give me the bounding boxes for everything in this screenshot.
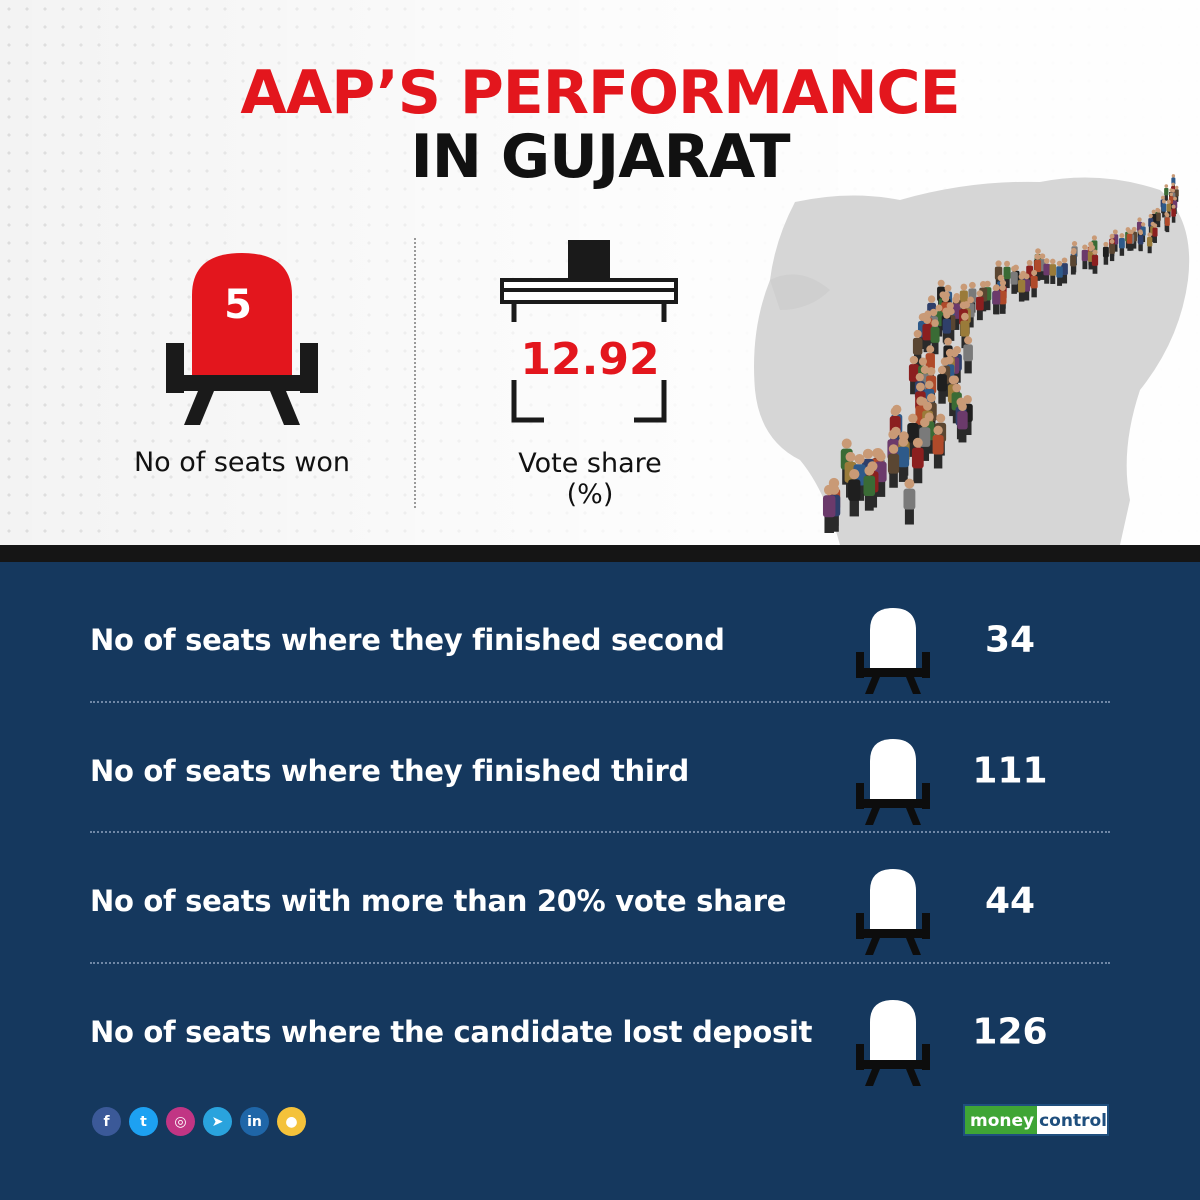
crowd-person-figure: [1056, 260, 1063, 286]
seat-icon: [856, 1000, 930, 1086]
crowd-person-figure: [963, 336, 973, 374]
crowd-person-figure: [1171, 204, 1176, 223]
crowd-person-figure: [903, 478, 916, 525]
crowd-person-figure: [1146, 232, 1153, 254]
crowd-person-figure: [1152, 223, 1158, 243]
crowd-person-figure: [1034, 253, 1042, 281]
seat-icon: [856, 869, 930, 955]
crowd-person-figure: [1126, 229, 1133, 251]
stats-panel: [0, 562, 1200, 1200]
crowd-person-figure: [1081, 244, 1089, 270]
instagram-icon[interactable]: ◎: [166, 1107, 195, 1136]
koo-icon[interactable]: ●: [277, 1107, 306, 1136]
logo-part-money: money: [965, 1106, 1038, 1134]
telegram-icon[interactable]: ➤: [203, 1107, 232, 1136]
stat-label: No of seats where they finished second: [90, 623, 725, 657]
vote-share-value: 12.92: [520, 334, 660, 385]
title-line-1: AAP’S PERFORMANCE: [240, 58, 960, 128]
stat-label: No of seats where the candidate lost dep…: [90, 1015, 813, 1049]
crowd-person-figure: [1109, 239, 1115, 262]
stat-label: No of seats with more than 20% vote shar…: [90, 884, 787, 918]
crowd-person-figure: [1102, 241, 1109, 265]
vote-share-label: Vote share (%): [470, 448, 710, 510]
seats-won-value: 5: [224, 282, 252, 328]
crowd-person-figure: [1164, 213, 1170, 233]
ballot-box-icon: [500, 240, 678, 423]
stat-row-over-20-percent: No of seats with more than 20% vote shar…: [90, 841, 1110, 971]
crowd-person-figure: [932, 425, 944, 469]
crowd-person-figure: [1018, 273, 1026, 302]
crowd-person-figure: [992, 284, 1001, 315]
crowd-person-figure: [1049, 258, 1057, 284]
row-separator: [90, 962, 1110, 964]
crowd-person-figure: [957, 402, 968, 443]
vertical-divider: [414, 238, 416, 508]
logo-part-control: control: [1039, 1111, 1107, 1131]
crowd-person-figure: [1161, 199, 1167, 218]
crowd-person-figure: [998, 284, 1007, 314]
crowd-person-figure: [863, 465, 876, 511]
stat-row-finished-third: No of seats where they finished third 11…: [90, 711, 1110, 841]
red-seat-icon: [166, 253, 318, 425]
stat-value: 44: [984, 880, 1036, 922]
crowd-person-figure: [1070, 249, 1077, 275]
seat-icon: [856, 739, 930, 825]
crowd-person-figure: [937, 365, 947, 404]
crowd-person-figure: [1138, 230, 1144, 252]
moneycontrol-logo[interactable]: money control: [963, 1104, 1109, 1136]
crowd-person-figure: [911, 437, 924, 484]
crowd-person-figure: [1043, 258, 1051, 284]
crowd-person-figure: [1030, 269, 1038, 298]
hero-section: AAP’S PERFORMANCE IN GUJARAT 5 No of sea…: [0, 0, 1200, 545]
stat-row-finished-second: No of seats where they finished second 3…: [90, 580, 1110, 710]
crowd-person-figure: [897, 436, 910, 482]
crowd-person-figure: [976, 290, 984, 321]
stat-value: 34: [984, 619, 1036, 661]
stat-label: No of seats where they finished third: [90, 754, 689, 788]
crowd-person-figure: [922, 316, 932, 353]
seats-won-label: No of seats won: [133, 447, 351, 478]
stat-value: 111: [972, 750, 1048, 792]
crowd-person-figure: [848, 469, 861, 517]
social-icons: f t ◎ ➤ in ●: [92, 1107, 306, 1137]
vote-share-label-line-2: (%): [566, 479, 614, 510]
crowd-person-figure: [1061, 257, 1068, 284]
stat-value: 126: [972, 1011, 1048, 1053]
row-separator: [90, 831, 1110, 833]
row-separator: [90, 701, 1110, 703]
crowd-person-figure: [1164, 184, 1169, 201]
gujarat-map-crowd-illustration: [754, 174, 1190, 545]
facebook-icon[interactable]: f: [92, 1107, 121, 1136]
crowd-person-figure: [822, 484, 836, 533]
section-divider-bar: [0, 545, 1200, 562]
crowd-person-figure: [1010, 265, 1018, 294]
crowd-person-figure: [1118, 233, 1125, 256]
stat-row-lost-deposit: No of seats where the candidate lost dep…: [90, 972, 1110, 1102]
crowd-person-figure: [1091, 249, 1099, 274]
linkedin-icon[interactable]: in: [240, 1107, 269, 1136]
title-line-2: IN GUJARAT: [410, 122, 790, 192]
crowd-person-figure: [1156, 208, 1161, 228]
vote-share-label-line-1: Vote share: [518, 448, 662, 479]
crowd-person-figure: [887, 444, 900, 488]
crowd-person-figure: [930, 319, 940, 355]
seat-icon: [856, 608, 930, 694]
twitter-icon[interactable]: t: [129, 1107, 158, 1136]
crowd-person-figure: [1003, 260, 1011, 289]
